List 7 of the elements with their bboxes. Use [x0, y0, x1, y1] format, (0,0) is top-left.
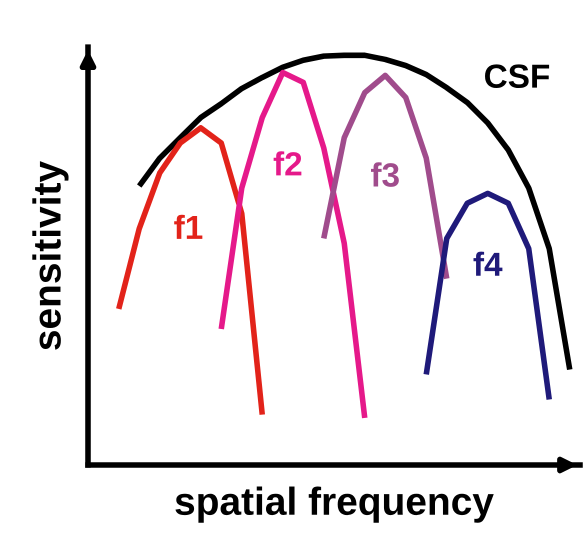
x-axis-title: spatial frequency: [175, 486, 494, 523]
y-axis-title: sensitivity: [32, 161, 69, 350]
series-label: f2: [274, 151, 302, 176]
series-label: CSF: [485, 64, 550, 88]
series-label: f4: [474, 252, 502, 276]
series-label: f1: [174, 214, 202, 239]
series-label: f3: [371, 162, 399, 187]
